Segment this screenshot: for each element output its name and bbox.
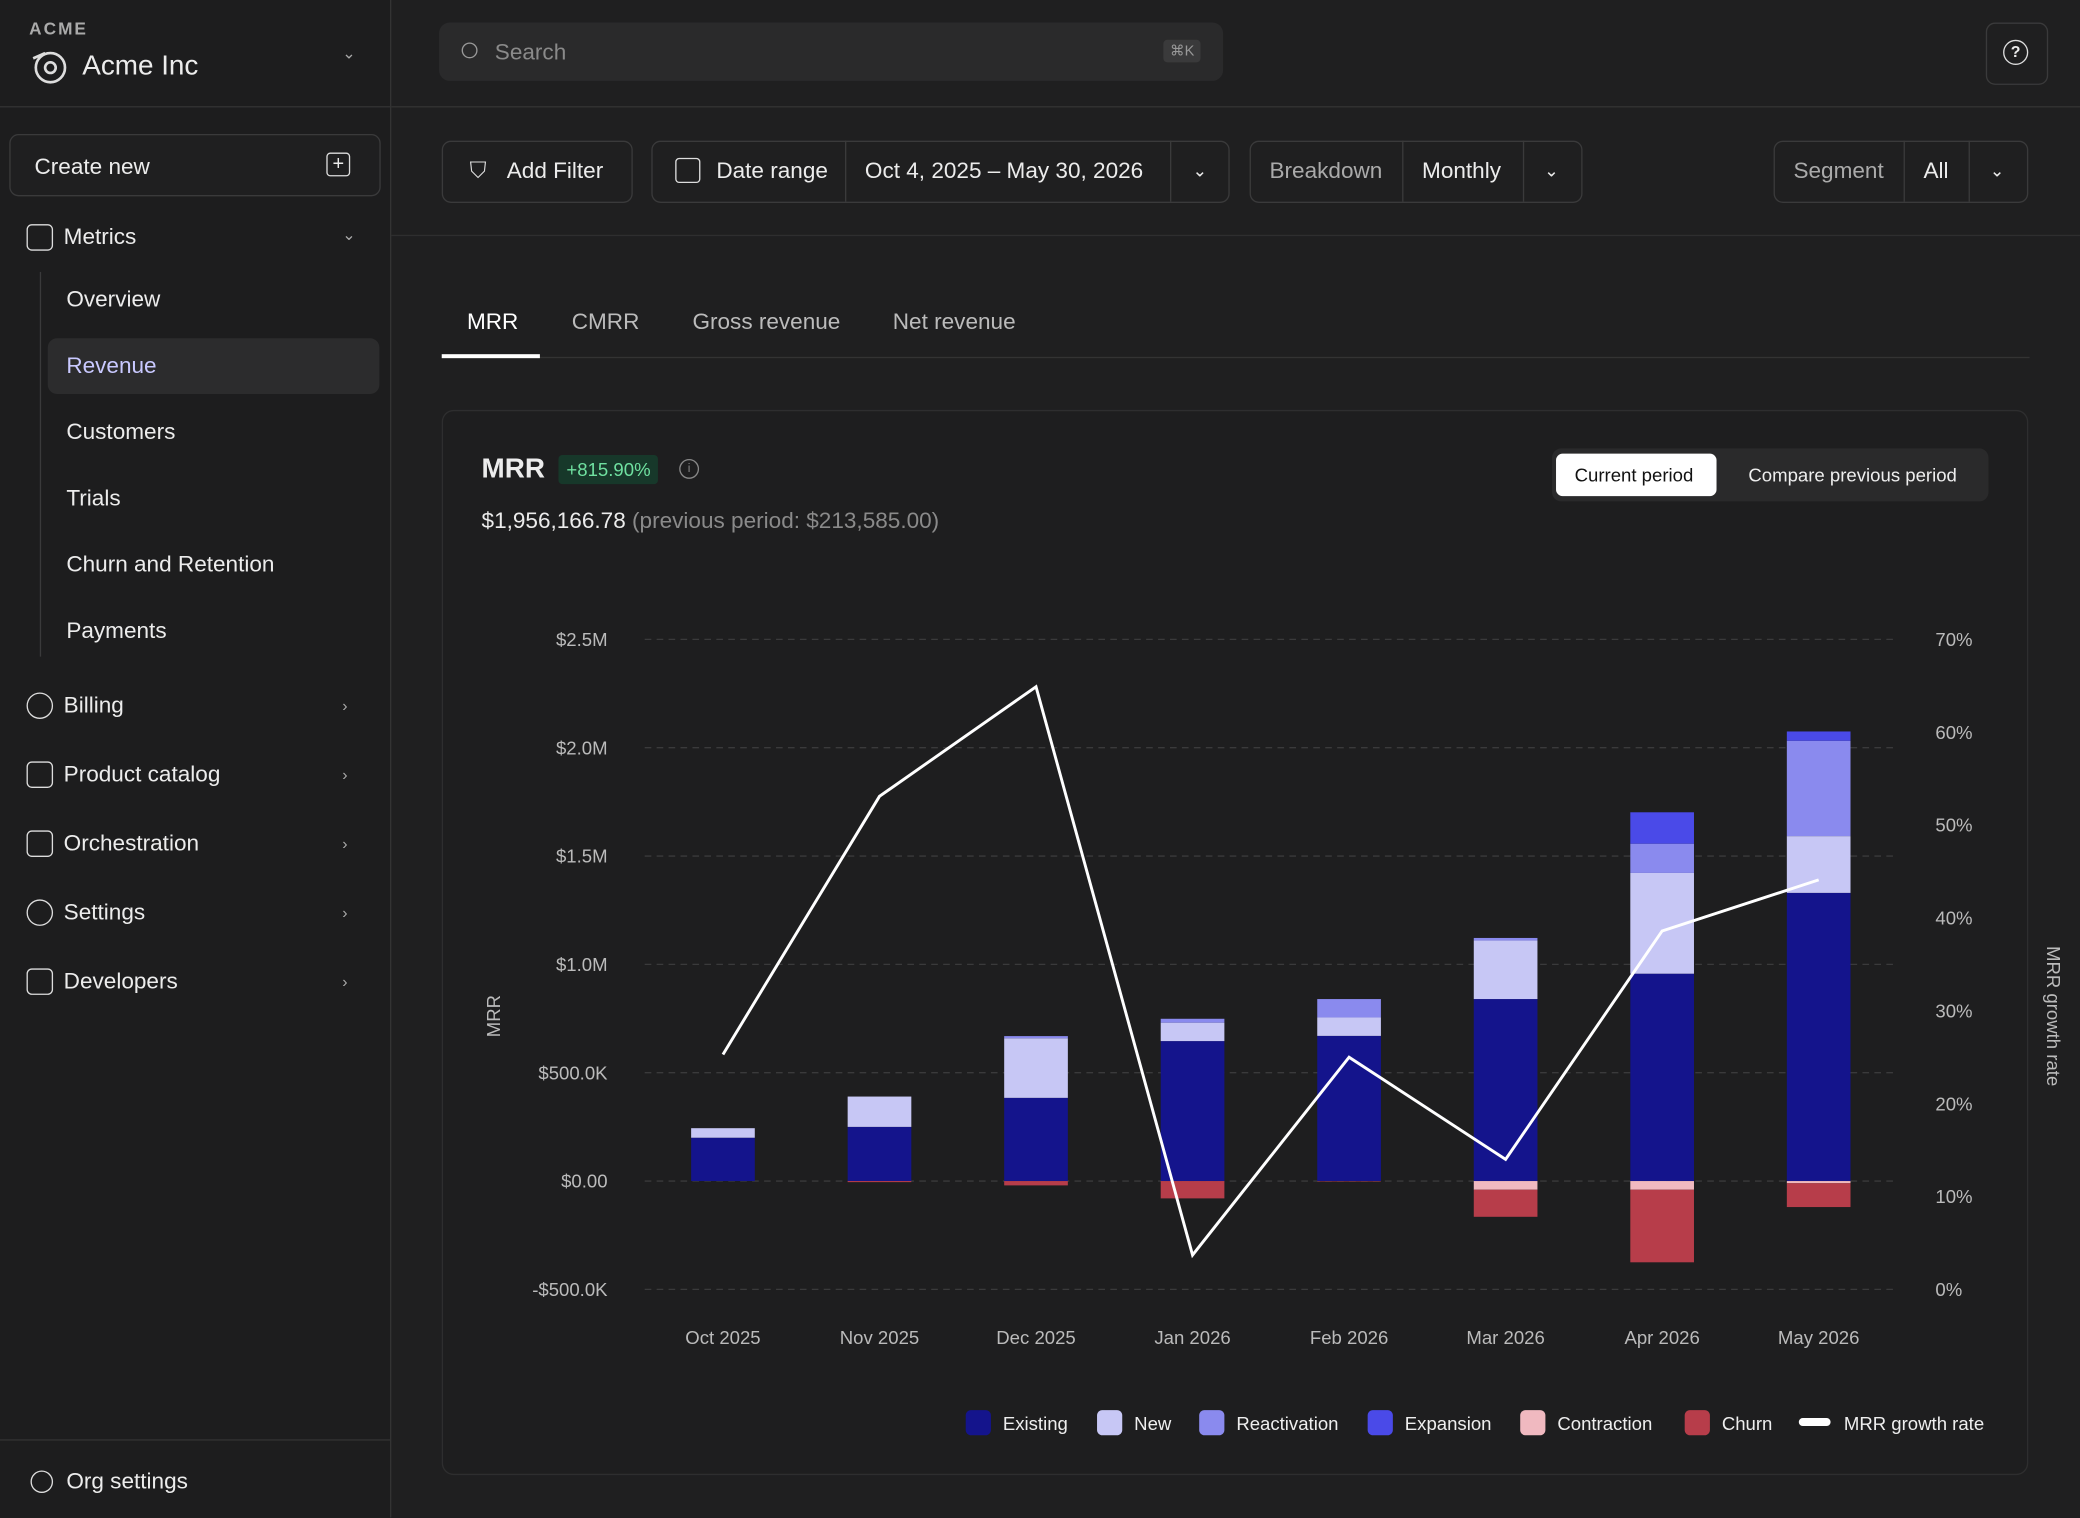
legend-label: Reactivation bbox=[1236, 1413, 1338, 1434]
bar-segment bbox=[1004, 1098, 1068, 1181]
legend-swatch bbox=[1368, 1410, 1393, 1435]
bar-segment bbox=[1474, 1190, 1538, 1217]
bar-segment bbox=[1474, 938, 1538, 941]
y-tick-label: $1.5M bbox=[556, 846, 608, 867]
bar-segment bbox=[1161, 1023, 1225, 1041]
bar-segment bbox=[1004, 1036, 1068, 1038]
bar-segment bbox=[1630, 1190, 1694, 1263]
bar-segment bbox=[1161, 1181, 1225, 1198]
y-tick-label: $1.0M bbox=[556, 954, 608, 975]
legend-label: MRR growth rate bbox=[1844, 1413, 1984, 1434]
bar-segment bbox=[1787, 893, 1851, 1181]
bar-segment bbox=[1317, 1017, 1381, 1035]
bar-segment bbox=[691, 1138, 755, 1181]
y2-tick-label: 60% bbox=[1935, 722, 1972, 743]
y2-tick-label: 70% bbox=[1935, 629, 1972, 650]
y2-tick-label: 50% bbox=[1935, 815, 1972, 836]
legend-label: New bbox=[1134, 1413, 1172, 1434]
x-tick-label: Oct 2025 bbox=[685, 1327, 760, 1348]
y-tick-label: $500.0K bbox=[538, 1062, 608, 1083]
legend-label: Churn bbox=[1722, 1413, 1773, 1434]
bar-segment bbox=[691, 1128, 755, 1138]
legend-swatch bbox=[1685, 1410, 1710, 1435]
bar-segment bbox=[1787, 741, 1851, 836]
y-axis-title: MRR bbox=[483, 995, 504, 1037]
x-tick-label: Jan 2026 bbox=[1154, 1327, 1230, 1348]
x-tick-label: Nov 2025 bbox=[840, 1327, 919, 1348]
y-tick-label: $2.0M bbox=[556, 737, 608, 758]
x-tick-label: Apr 2026 bbox=[1624, 1327, 1699, 1348]
bar-segment bbox=[848, 1127, 912, 1181]
legend-swatch bbox=[1520, 1410, 1545, 1435]
bar-segment bbox=[1161, 1019, 1225, 1023]
y2-axis-title: MRR growth rate bbox=[2043, 946, 2064, 1086]
legend-label: Contraction bbox=[1557, 1413, 1652, 1434]
legend-swatch bbox=[966, 1410, 991, 1435]
y-tick-label: -$500.0K bbox=[532, 1279, 608, 1300]
legend-label: Existing bbox=[1003, 1413, 1068, 1434]
bar-segment bbox=[1474, 1181, 1538, 1190]
bar-segment bbox=[1630, 1181, 1694, 1190]
y2-tick-label: 40% bbox=[1935, 908, 1972, 929]
bar-segment bbox=[848, 1097, 912, 1127]
x-tick-label: Mar 2026 bbox=[1466, 1327, 1544, 1348]
bar-segment bbox=[1787, 836, 1851, 893]
bar-segment bbox=[1630, 844, 1694, 873]
bar-segment bbox=[1787, 1181, 1851, 1183]
y-tick-label: $2.5M bbox=[556, 629, 608, 650]
bar-segment bbox=[1004, 1181, 1068, 1185]
legend-swatch bbox=[1799, 1418, 1831, 1426]
bar-segment bbox=[1004, 1038, 1068, 1098]
bar-segment bbox=[1474, 941, 1538, 999]
bar-segment bbox=[1474, 999, 1538, 1181]
bar-segment bbox=[1161, 1041, 1225, 1181]
bar-segment bbox=[1630, 812, 1694, 843]
y2-tick-label: 20% bbox=[1935, 1093, 1972, 1114]
y-tick-label: $0.00 bbox=[561, 1171, 607, 1192]
x-tick-label: Dec 2025 bbox=[996, 1327, 1075, 1348]
y2-tick-label: 10% bbox=[1935, 1186, 1972, 1207]
legend-label: Expansion bbox=[1405, 1413, 1492, 1434]
x-tick-label: Feb 2026 bbox=[1310, 1327, 1388, 1348]
bar-segment bbox=[1787, 731, 1851, 740]
y2-tick-label: 30% bbox=[1935, 1000, 1972, 1021]
bar-segment bbox=[1630, 974, 1694, 1181]
x-tick-label: May 2026 bbox=[1778, 1327, 1860, 1348]
bar-segment bbox=[1317, 999, 1381, 1017]
bar-segment bbox=[1787, 1183, 1851, 1207]
legend-swatch bbox=[1199, 1410, 1224, 1435]
legend-swatch bbox=[1097, 1410, 1122, 1435]
y2-tick-label: 0% bbox=[1935, 1279, 1962, 1300]
bar-segment bbox=[848, 1181, 912, 1182]
